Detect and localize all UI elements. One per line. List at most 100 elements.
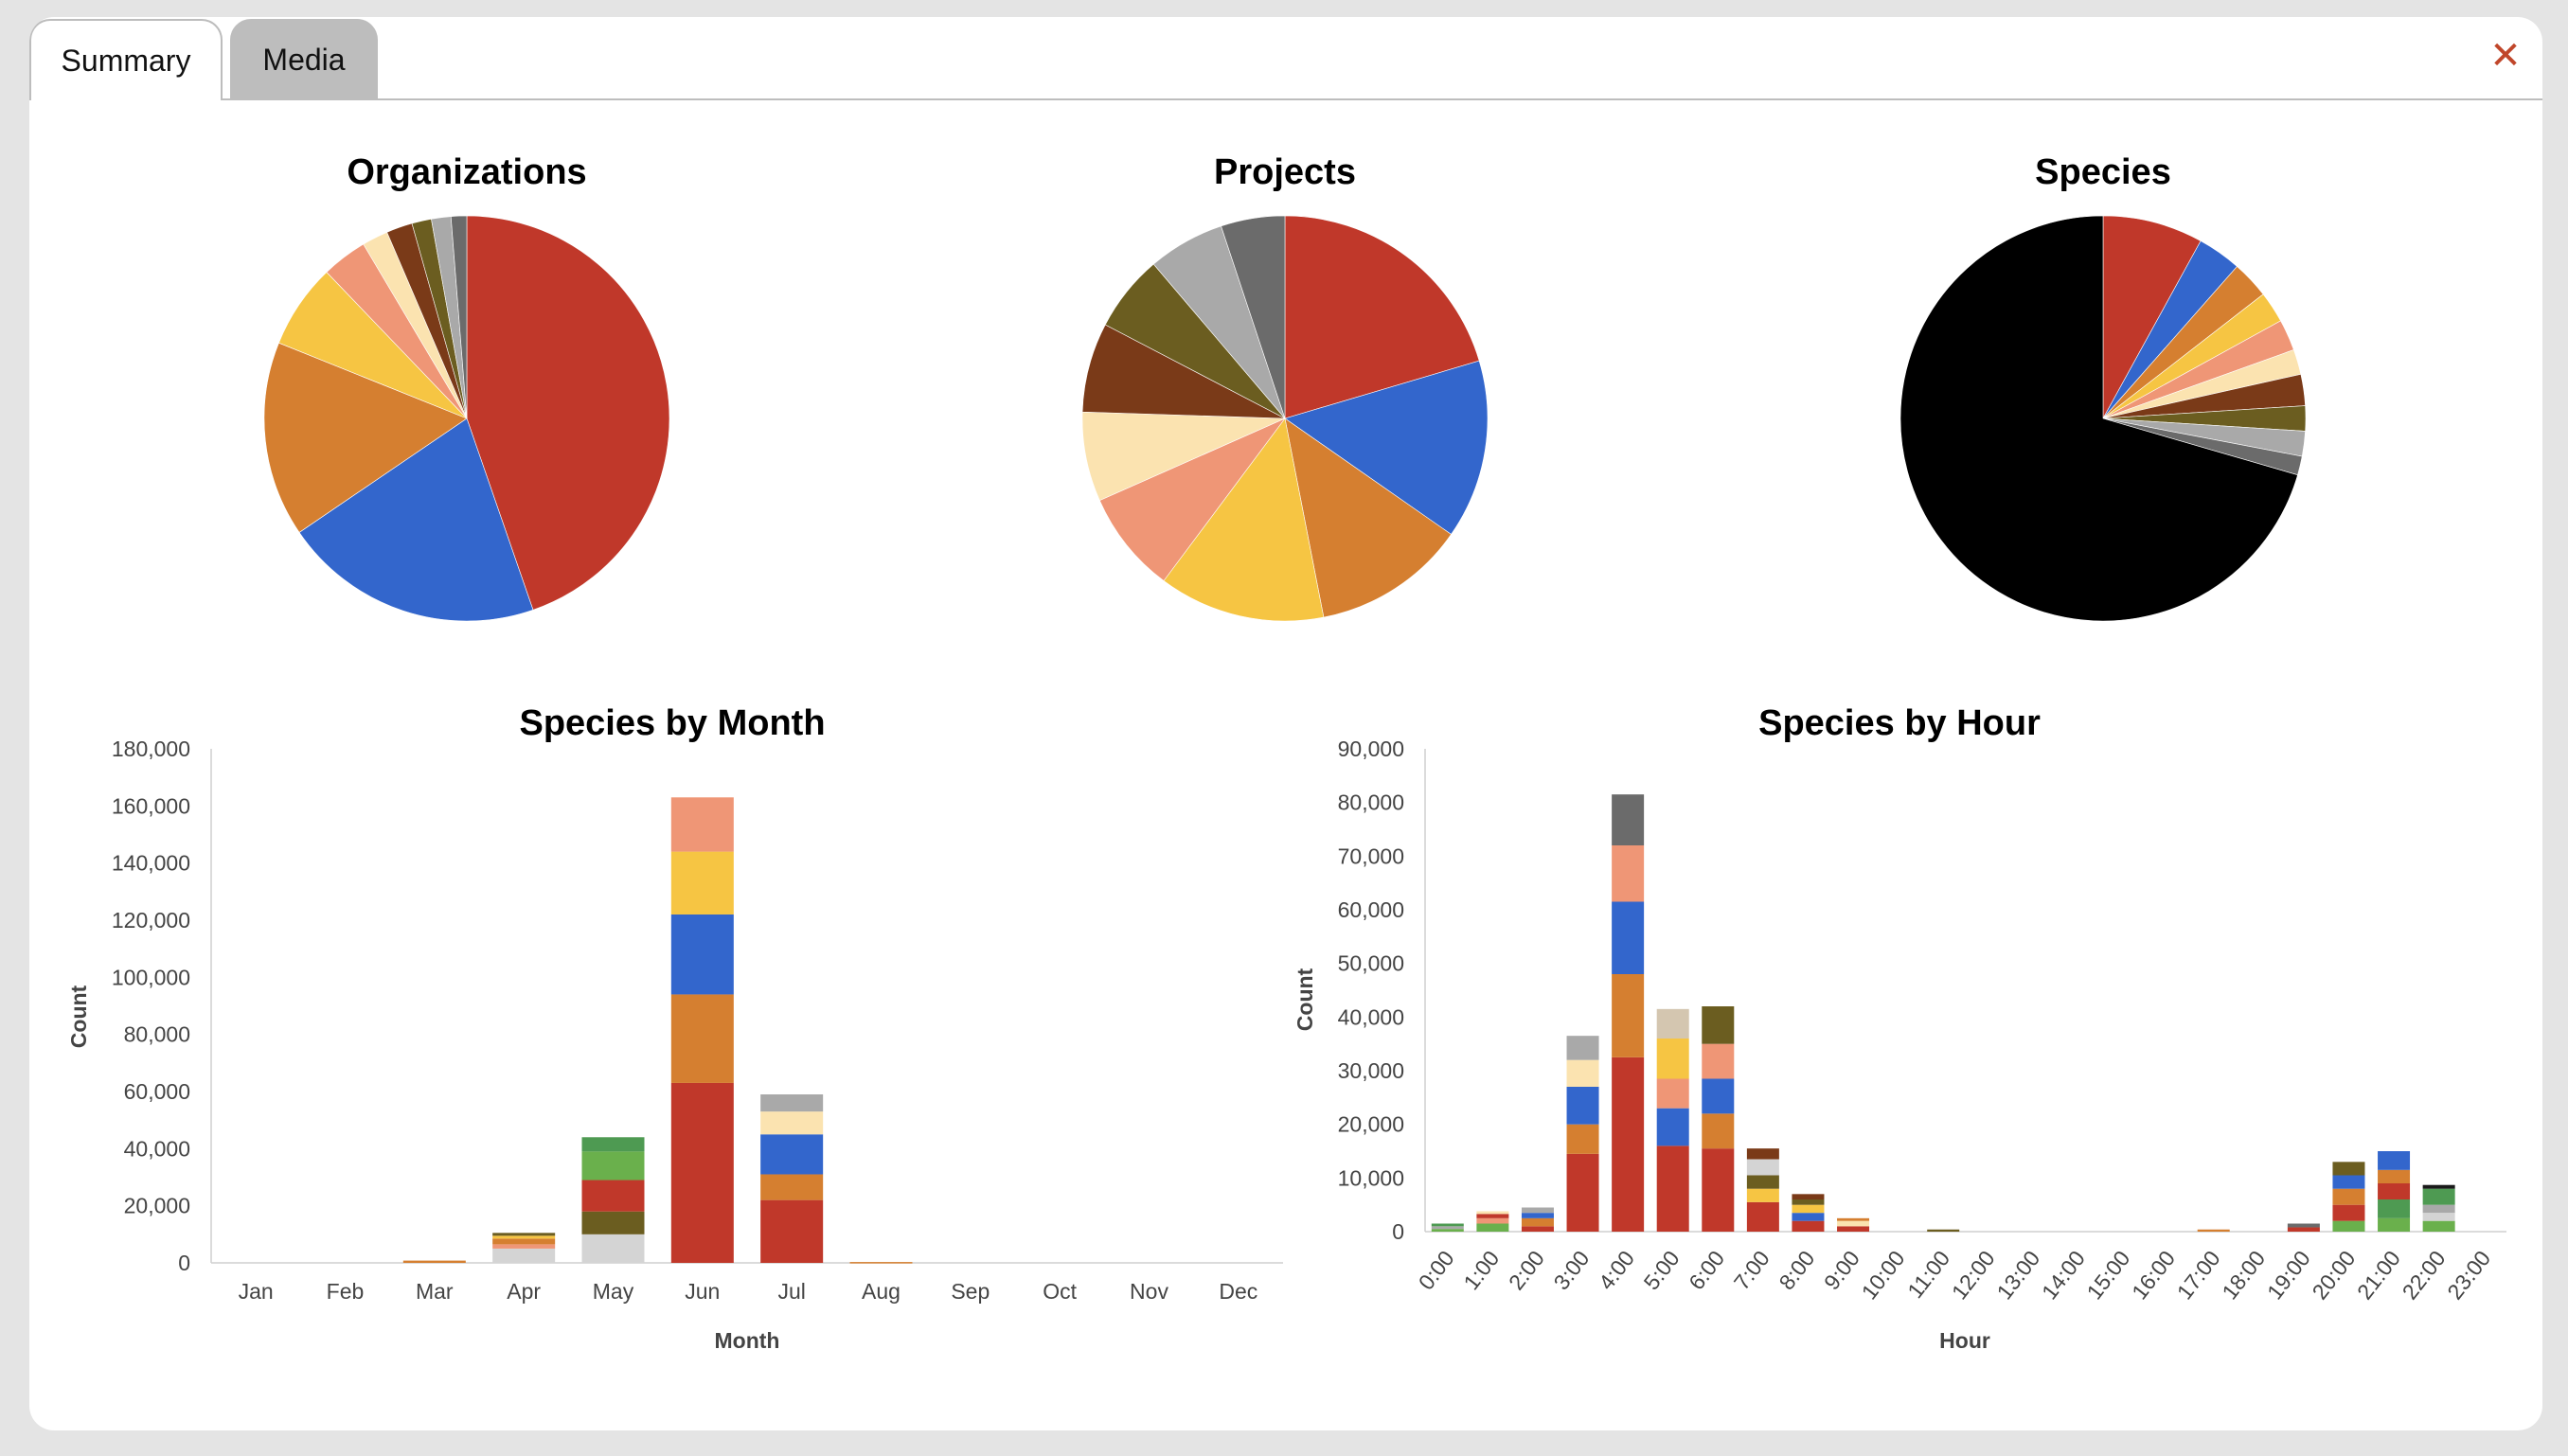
bar-segment[interactable] [2422, 1204, 2455, 1214]
bar-segment[interactable] [1792, 1213, 1825, 1221]
bar-segment[interactable] [402, 1260, 466, 1263]
bar-segment[interactable] [492, 1244, 556, 1249]
bar-segment[interactable] [2287, 1223, 2320, 1228]
bar-segment[interactable] [492, 1233, 556, 1236]
bar-segment[interactable] [1476, 1217, 1509, 1224]
bar-segment[interactable] [670, 994, 734, 1083]
bar-segment[interactable] [1566, 1087, 1599, 1125]
bar-segment[interactable] [2422, 1188, 2455, 1205]
bar-segment[interactable] [1792, 1220, 1825, 1232]
bar-segment[interactable] [1746, 1148, 1779, 1160]
bar-segment[interactable] [1476, 1223, 1509, 1233]
bar-segment[interactable] [1612, 845, 1645, 902]
bar-segment[interactable] [760, 1174, 824, 1200]
bar-segment[interactable] [2378, 1199, 2411, 1218]
bar-segment[interactable] [1702, 1148, 1735, 1232]
bar-segment[interactable] [2378, 1151, 2411, 1170]
pie-slice[interactable] [1098, 417, 1286, 581]
bar-segment[interactable] [1746, 1159, 1779, 1176]
bar-segment[interactable] [2287, 1227, 2320, 1232]
bar-segment[interactable] [2378, 1183, 2411, 1199]
bar-segment[interactable] [670, 851, 734, 914]
pie-slice[interactable] [450, 215, 468, 419]
bar-segment[interactable] [670, 914, 734, 995]
bar-segment[interactable] [1476, 1214, 1509, 1218]
bar-segment[interactable] [2332, 1162, 2365, 1176]
bar-segment[interactable] [2332, 1204, 2365, 1221]
bar-segment[interactable] [1702, 1043, 1735, 1079]
bar-segment[interactable] [1431, 1226, 1464, 1230]
bar-segment[interactable] [581, 1137, 645, 1152]
pie-slice[interactable] [298, 417, 534, 622]
bar-segment[interactable] [1702, 1078, 1735, 1114]
bar-segment[interactable] [760, 1134, 824, 1175]
bar-segment[interactable] [1612, 974, 1645, 1057]
pie-slice[interactable] [263, 342, 468, 533]
bar-segment[interactable] [492, 1235, 556, 1239]
bar-segment[interactable] [1746, 1175, 1779, 1189]
bar-segment[interactable] [1566, 1124, 1599, 1154]
pie-slice[interactable] [1899, 215, 2298, 622]
bar-segment[interactable] [1612, 794, 1645, 845]
bar-segment[interactable] [581, 1151, 645, 1181]
bar-segment[interactable] [1656, 1145, 1689, 1232]
bar-segment[interactable] [1612, 901, 1645, 975]
bar-segment[interactable] [1837, 1217, 1870, 1221]
bar-segment[interactable] [1612, 1056, 1645, 1232]
bar-segment[interactable] [1521, 1226, 1554, 1232]
bar-segment[interactable] [1521, 1207, 1554, 1214]
bar-segment[interactable] [1792, 1199, 1825, 1205]
bar-segment[interactable] [1702, 1006, 1735, 1044]
bar-segment[interactable] [670, 1082, 734, 1263]
bar-segment[interactable] [492, 1248, 556, 1263]
bar-segment[interactable] [1837, 1220, 1870, 1227]
bar-segment[interactable] [1746, 1201, 1779, 1232]
tab-summary[interactable]: Summary [29, 19, 223, 100]
bar-segment[interactable] [1521, 1217, 1554, 1227]
bar-segment[interactable] [2378, 1217, 2411, 1232]
bar-segment[interactable] [1702, 1113, 1735, 1149]
pie-slice[interactable] [2102, 215, 2202, 419]
bar-segment[interactable] [1746, 1188, 1779, 1202]
close-icon[interactable]: ✕ [2489, 35, 2522, 77]
bar-segment[interactable] [1656, 1108, 1689, 1146]
bar-segment[interactable] [581, 1211, 645, 1234]
bar-segment[interactable] [2332, 1188, 2365, 1205]
bar-segment[interactable] [760, 1199, 824, 1263]
pie-slice[interactable] [1163, 417, 1325, 622]
bar-segment[interactable] [1431, 1223, 1464, 1227]
bar-segment[interactable] [1837, 1226, 1870, 1232]
bar-segment[interactable] [1431, 1229, 1464, 1232]
bar-segment[interactable] [492, 1238, 556, 1245]
bar-segment[interactable] [1476, 1211, 1509, 1215]
tab-media[interactable]: Media [230, 19, 378, 98]
bar-segment[interactable] [2332, 1220, 2365, 1232]
bar-segment[interactable] [2197, 1229, 2230, 1232]
bar-segment[interactable] [1566, 1059, 1599, 1087]
pie-slice[interactable] [466, 215, 670, 611]
bar-segment[interactable] [2332, 1175, 2365, 1189]
bar-segment[interactable] [1656, 1008, 1689, 1039]
bar-segment[interactable] [1656, 1039, 1689, 1079]
bar-segment[interactable] [1521, 1213, 1554, 1218]
bar-segment[interactable] [2422, 1220, 2455, 1232]
pie-slice[interactable] [1284, 417, 1452, 618]
bar-segment[interactable] [581, 1180, 645, 1212]
bar-segment[interactable] [760, 1111, 824, 1135]
pie-slice[interactable] [1284, 360, 1489, 535]
bar-segment[interactable] [1792, 1194, 1825, 1199]
bar-segment[interactable] [1792, 1204, 1825, 1214]
bar-segment[interactable] [2422, 1213, 2455, 1221]
bar-segment[interactable] [581, 1234, 645, 1263]
bar-segment[interactable] [1927, 1229, 1960, 1232]
bar-segment[interactable] [1566, 1036, 1599, 1060]
bar-segment[interactable] [849, 1262, 913, 1264]
pie-slice[interactable] [1284, 215, 1480, 419]
bar-segment[interactable] [2378, 1169, 2411, 1183]
bar-segment[interactable] [2422, 1184, 2455, 1189]
bar-segment[interactable] [1656, 1078, 1689, 1109]
bar-segment[interactable] [670, 797, 734, 852]
bar-segment[interactable] [1566, 1153, 1599, 1232]
bar-segment[interactable] [760, 1094, 824, 1112]
pie-slice[interactable] [1221, 215, 1286, 419]
